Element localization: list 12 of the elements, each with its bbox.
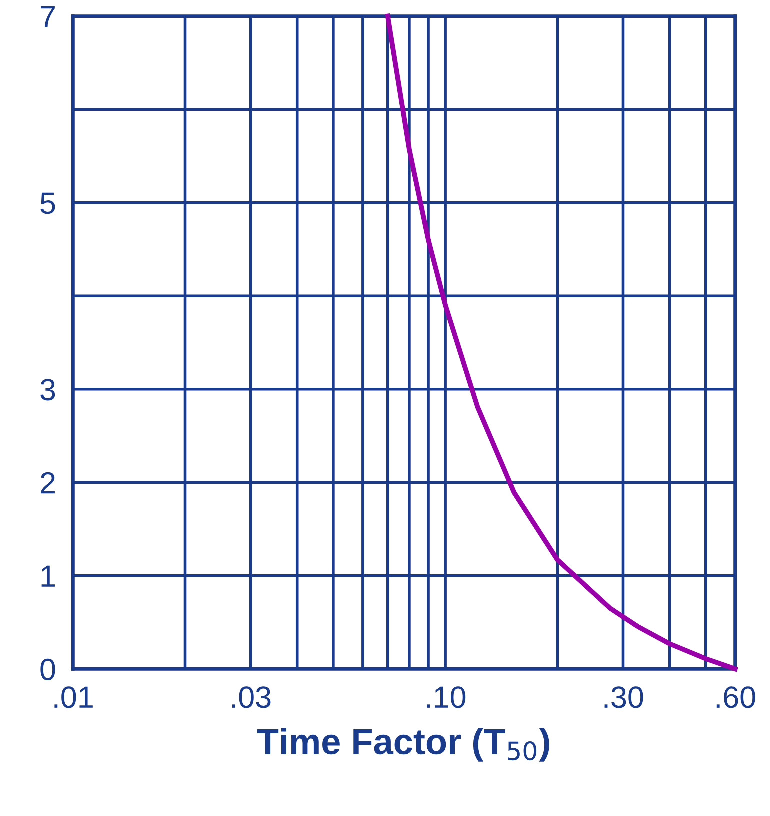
y-tick-label: 2 <box>41 472 55 494</box>
x-tick-label: .10 <box>427 686 466 708</box>
x-axis-title: Time Factor (T$_{50}$) <box>257 728 550 762</box>
x-tick-label: .03 <box>232 686 271 708</box>
y-tick-label: 7 <box>41 6 55 28</box>
y-tick-label: 3 <box>40 379 56 401</box>
y-tick-label: 0 <box>40 658 56 680</box>
y-tick-label: 1 <box>42 566 55 587</box>
x-tick-label: .30 <box>604 686 644 708</box>
x-tick-label: .60 <box>716 686 756 708</box>
x-tick-label: .01 <box>54 686 93 708</box>
y-tick-label: 5 <box>40 192 56 214</box>
